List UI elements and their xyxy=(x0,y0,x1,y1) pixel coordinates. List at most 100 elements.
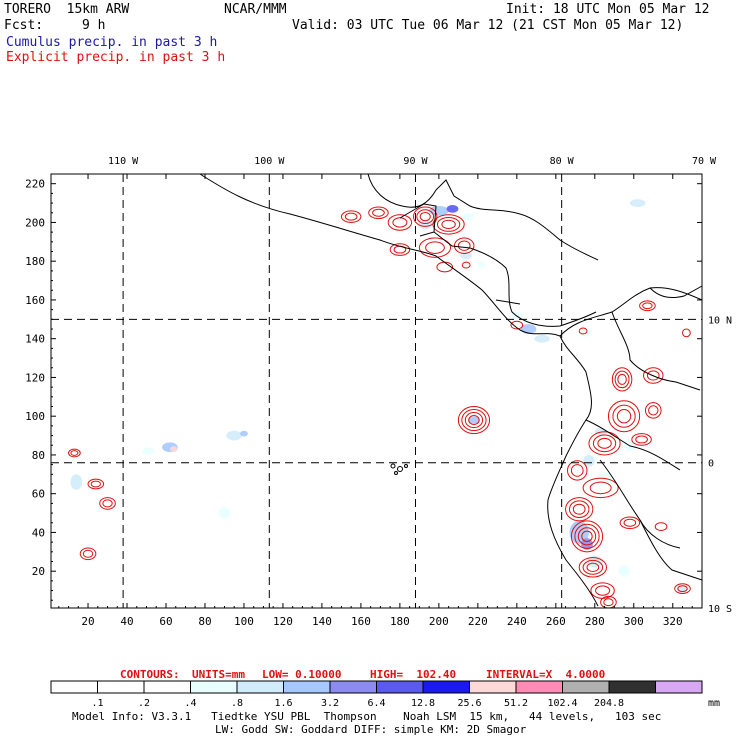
x-tick-label-4: 100 xyxy=(234,615,254,628)
explicit-contour-7-ring-1 xyxy=(457,240,471,251)
explicit-contour-4-ring-1 xyxy=(436,216,461,232)
explicit-contour-23-ring-3 xyxy=(581,530,593,542)
cumulus-cell-47 xyxy=(357,598,365,607)
border-colombia-ecuador xyxy=(585,419,681,471)
colorbar-swatch-13 xyxy=(655,680,703,694)
coastline-venezuela xyxy=(649,285,703,299)
axes-layer: 20 40 60 80 100 120 140 160 180 200 220 240 260 280 30… xyxy=(25,156,732,628)
explicit-contour-26-ring-1 xyxy=(595,585,611,596)
galapagos-island-1 xyxy=(390,463,396,469)
cumulus-cell-15 xyxy=(579,329,591,337)
model-info-line: Model Info: V3.3.1 Tiedtke YSU PBL Thomp… xyxy=(72,710,662,723)
x-tick-label-10: 220 xyxy=(468,615,488,628)
valid-time: Valid: 03 UTC Tue 06 Mar 12 (21 CST Mon … xyxy=(292,18,684,33)
physics-info-line: LW: Godd SW: Goddard DIFF: simple KM: 2D… xyxy=(215,723,527,736)
explicit-contour-9-ring-0 xyxy=(461,261,471,269)
explicit-contour-20-ring-0 xyxy=(567,460,588,481)
longitude-label-0: 110 W xyxy=(108,156,139,167)
explicit-contour-12-ring-1 xyxy=(642,302,653,310)
cumulus-cell-36 xyxy=(226,430,243,441)
cumulus-cell-31 xyxy=(468,416,480,424)
x-tick-label-0: 20 xyxy=(81,615,94,628)
explicit-contour-22-ring-0 xyxy=(565,497,594,522)
explicit-contour-3-ring-0 xyxy=(413,206,438,227)
cumulus-cell-17 xyxy=(600,350,609,359)
colorbar-level-5: 1.6 xyxy=(274,698,292,709)
explicit-contour-14-ring-1 xyxy=(614,370,630,389)
cumulus-cell-43 xyxy=(218,507,231,519)
explicit-contour-6-ring-1 xyxy=(425,241,445,254)
explicit-contour-5-ring-0 xyxy=(389,243,411,256)
contours-units: UNITS=mm xyxy=(192,668,245,681)
y-tick-label-3: 80 xyxy=(32,449,45,462)
forecast-hour: 9 h xyxy=(82,18,106,33)
colorbar-level-12: 204.8 xyxy=(594,698,624,709)
explicit-contour-16-ring-1 xyxy=(612,404,636,428)
galapagos-island-2 xyxy=(397,466,403,472)
explicit-contour-23-ring-0 xyxy=(570,520,604,553)
galapagos-island-3 xyxy=(404,464,408,468)
explicit-contour-26-ring-0 xyxy=(590,582,615,599)
explicit-contour-17-ring-0 xyxy=(644,402,662,419)
cumulus-cell-21 xyxy=(624,439,636,452)
explicit-contour-23-ring-2 xyxy=(577,527,597,546)
galapagos-island-4 xyxy=(394,471,398,475)
explicit-contour-4-ring-0 xyxy=(432,214,465,235)
cumulus-cell-42 xyxy=(99,460,116,469)
cumulus-cell-3 xyxy=(462,212,474,221)
explicit-contour-30-ring-1 xyxy=(461,409,487,432)
contours-low: LOW= 0.10000 xyxy=(262,668,342,681)
y-tick-label-8: 180 xyxy=(25,255,45,268)
explicit-contour-32-ring-0 xyxy=(87,478,105,490)
explicit-contour-18-ring-0 xyxy=(588,431,621,456)
explicit-contour-0-ring-0 xyxy=(340,210,362,223)
explicit-contour-10-ring-0 xyxy=(510,320,524,330)
explicit-contour-25-ring-2 xyxy=(586,562,600,572)
map-frame xyxy=(50,173,703,609)
explicit-contour-22-ring-1 xyxy=(568,500,590,518)
cumulus-cell-9 xyxy=(516,237,525,246)
explicit-contour-layer xyxy=(68,206,691,609)
y-tick-label-9: 200 xyxy=(25,216,45,229)
explicit-contour-25-ring-0 xyxy=(578,557,607,578)
x-tick-label-7: 160 xyxy=(351,615,371,628)
explicit-contour-21-ring-0 xyxy=(582,477,619,499)
explicit-contour-29-ring-1 xyxy=(677,585,688,593)
contours-high: HIGH= 102.40 xyxy=(370,668,457,681)
cumulus-cell-28 xyxy=(618,565,630,577)
explicit-contour-0-ring-1 xyxy=(344,212,358,221)
plot-border xyxy=(50,173,703,609)
colorbar-swatch-4 xyxy=(236,680,284,694)
latitude-label-2: 10 S xyxy=(708,604,732,615)
colorbar-level-10: 51.2 xyxy=(504,698,528,709)
explicit-contour-18-ring-2 xyxy=(597,437,612,449)
cumulus-cell-22 xyxy=(583,454,595,467)
explicit-contour-23-ring-1 xyxy=(574,523,600,549)
colorbar-swatch-7 xyxy=(376,680,424,694)
colorbar-swatch-9 xyxy=(469,680,517,694)
explicit-contour-33-ring-0 xyxy=(99,497,116,510)
explicit-contour-19-ring-1 xyxy=(635,435,648,444)
model-title: TORERO 15km ARW xyxy=(4,2,130,17)
cumulus-cell-8 xyxy=(534,284,547,304)
cumulus-cell-29 xyxy=(647,518,660,527)
colorbar-swatch-11 xyxy=(562,680,610,694)
x-tick-label-8: 180 xyxy=(390,615,410,628)
explicit-contour-3-ring-1 xyxy=(416,209,435,225)
coastline-south-america-north xyxy=(559,287,703,337)
explicit-contour-15-ring-0 xyxy=(643,367,664,384)
cumulus-cell-13 xyxy=(520,324,537,334)
org-label: NCAR/MMM xyxy=(224,2,287,17)
colorbar-level-1: .1 xyxy=(91,698,103,709)
cumulus-cell-1 xyxy=(446,205,459,213)
y-tick-label-5: 120 xyxy=(25,371,45,384)
cumulus-legend-text: Cumulus precip. in past 3 h xyxy=(6,35,218,50)
x-tick-label-1: 40 xyxy=(120,615,133,628)
cumulus-cell-48 xyxy=(197,499,205,508)
colorbar-swatch-8 xyxy=(422,680,470,694)
cumulus-cell-24 xyxy=(563,487,576,500)
coastline-central-america-pacific xyxy=(199,173,561,337)
border-colombia-venezuela xyxy=(611,311,701,391)
explicit-contour-32-ring-1 xyxy=(90,480,102,488)
